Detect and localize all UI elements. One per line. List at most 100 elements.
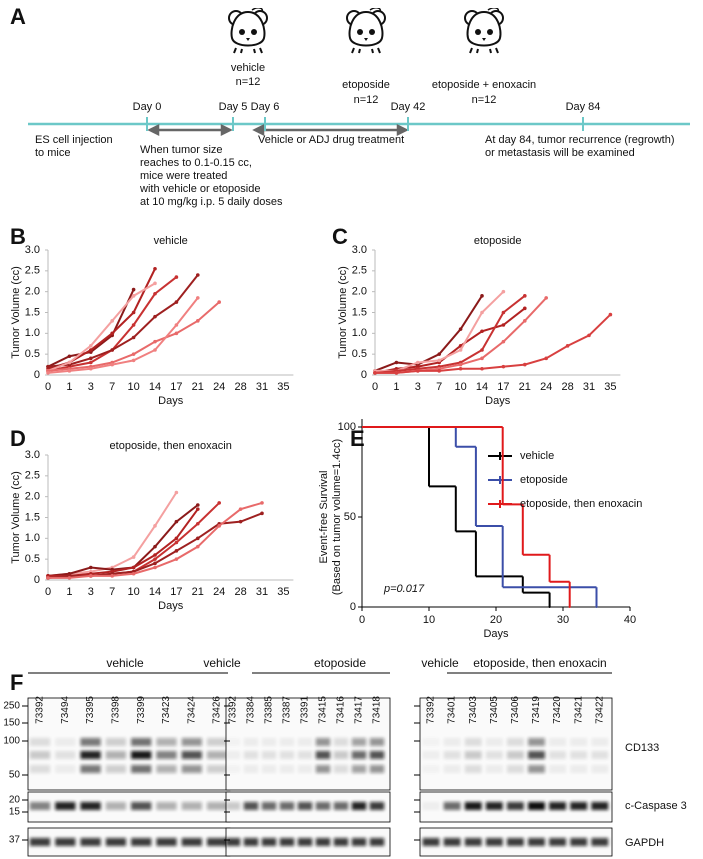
x-tick-label: 28 (561, 381, 573, 393)
blot-band (369, 838, 385, 846)
x-tick-label: 3 (88, 586, 94, 598)
data-point (480, 348, 484, 352)
day-label: Day 84 (566, 101, 601, 113)
blot-band (279, 838, 295, 846)
data-point (501, 339, 506, 344)
data-point (174, 549, 179, 553)
chart-title: vehicle (154, 235, 188, 247)
x-tick-label: 1 (66, 381, 72, 393)
data-point (110, 362, 114, 367)
x-tick-label: 31 (583, 381, 595, 393)
blot-band (464, 738, 482, 746)
blot-header: etoposide (314, 656, 366, 670)
data-point (89, 356, 93, 361)
data-point (153, 281, 157, 286)
x-tick-label: 30 (557, 614, 569, 626)
data-point (260, 511, 264, 516)
data-point (153, 314, 157, 319)
x-tick-label: 17 (497, 381, 509, 393)
protein-label: CD133 (625, 742, 659, 754)
blot-band (243, 751, 259, 759)
lane-label: 73405 (489, 696, 500, 724)
timeline-note: reaches to 0.1-0.15 cc, (140, 157, 252, 169)
blot-band (528, 838, 545, 846)
x-tick-label: 1 (393, 381, 399, 393)
blot-band (528, 765, 545, 773)
blot-band (315, 738, 331, 746)
lane-label: 73401 (447, 696, 458, 724)
data-point (153, 339, 157, 344)
blot-band (279, 765, 295, 773)
data-point (89, 344, 93, 348)
data-point (458, 362, 463, 367)
lane-label: 73392 (35, 696, 46, 724)
blot-band (369, 751, 385, 759)
blot-band (131, 802, 152, 810)
data-point (394, 360, 399, 365)
lane-label: 73399 (136, 696, 147, 724)
data-point (174, 323, 179, 327)
x-tick-label: 14 (476, 381, 488, 393)
blot-band (528, 738, 545, 746)
x-tick-label: 24 (213, 586, 225, 598)
blot-band (243, 738, 259, 746)
data-point (89, 565, 93, 570)
chart-title: etoposide (474, 235, 522, 247)
blot-band (549, 838, 567, 846)
x-tick-label: 17 (170, 586, 182, 598)
group-label: etoposide (342, 79, 390, 91)
data-point (131, 335, 136, 340)
series-line (47, 289, 135, 368)
blot-band (105, 751, 127, 759)
blot-band (351, 802, 367, 810)
lane-label: 73384 (246, 696, 257, 724)
x-tick-label: 24 (540, 381, 552, 393)
blot-band (333, 751, 349, 759)
panel-letter: F (10, 670, 23, 695)
blot-band (243, 765, 259, 773)
series-line (374, 295, 526, 374)
data-point (458, 348, 463, 352)
y-tick-label: 1.5 (25, 511, 40, 523)
blot-band (351, 751, 367, 759)
data-point (565, 344, 570, 348)
x-tick-label: 31 (256, 586, 268, 598)
blot-band (279, 802, 295, 810)
x-tick-label: 28 (234, 586, 246, 598)
data-point (131, 287, 136, 292)
blot-band (315, 751, 331, 759)
blot-band (156, 838, 177, 846)
x-tick-label: 0 (359, 614, 365, 626)
y-tick-label: 1.0 (25, 327, 40, 339)
blot-band (443, 765, 461, 773)
data-point (480, 329, 484, 334)
data-point (46, 371, 50, 375)
lane-label: 73421 (573, 696, 584, 724)
y-tick-label: 1.0 (352, 327, 367, 339)
blot-band (570, 751, 588, 759)
series-line (47, 297, 199, 374)
data-point (153, 291, 157, 296)
blot-band (80, 838, 101, 846)
blot-band (226, 738, 240, 746)
blot-band (105, 738, 127, 746)
blot-band (297, 838, 313, 846)
y-axis-label: Event-free Survival (318, 471, 330, 564)
blot-band (485, 838, 503, 846)
group-n: n=12 (354, 94, 379, 106)
blot-band (591, 802, 609, 810)
blot-band (570, 802, 588, 810)
data-point (131, 555, 136, 559)
blot-band (261, 738, 277, 746)
legend-label: etoposide, then enoxacin (520, 498, 642, 510)
blot-band (423, 738, 440, 746)
blot-band (297, 738, 313, 746)
data-point (501, 323, 506, 327)
blot-band (156, 765, 177, 773)
lane-label: 73419 (531, 696, 542, 724)
y-tick-label: 0.5 (25, 348, 40, 360)
data-point (480, 356, 484, 361)
x-tick-label: 10 (127, 586, 139, 598)
data-point (153, 557, 157, 561)
blot-band (485, 751, 503, 759)
